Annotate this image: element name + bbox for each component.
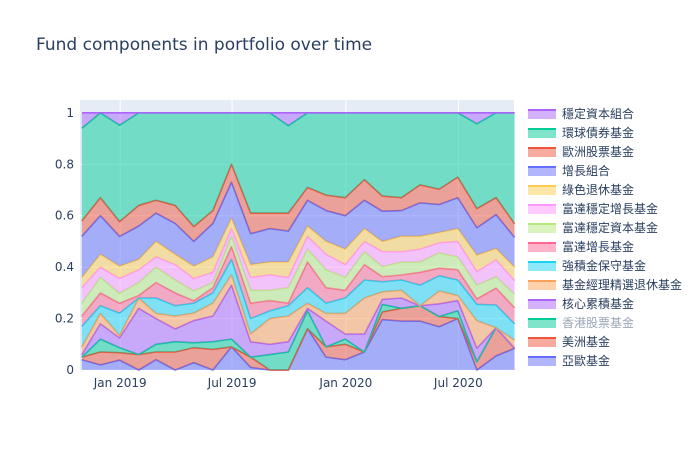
legend-item[interactable]: 核心累積基金 (528, 296, 634, 311)
legend-swatch (528, 186, 556, 195)
legend-item[interactable]: 環球債券基金 (528, 125, 634, 140)
legend-label: 穩定資本組合 (562, 106, 634, 121)
legend-item[interactable]: 富達穩定增長基金 (528, 201, 658, 216)
legend-swatch (528, 243, 556, 252)
area-series-9 (81, 218, 515, 288)
y-tick-label: 0.2 (55, 312, 74, 326)
legend-swatch (528, 224, 556, 233)
legend-item[interactable]: 富達穩定資本基金 (528, 220, 658, 235)
legend-item[interactable]: 富達增長基金 (528, 239, 634, 254)
x-tick-label: Jan 2019 (93, 376, 147, 390)
legend-label: 富達穩定資本基金 (562, 220, 658, 235)
y-tick-label: 1 (66, 106, 74, 120)
legend-label: 香港股票基金 (562, 315, 634, 330)
area-series-2 (81, 304, 515, 370)
legend-item[interactable]: 亞歐基金 (528, 353, 610, 368)
legend-label: 核心累積基金 (562, 296, 634, 311)
legend-swatch (528, 319, 556, 328)
legend-swatch (528, 357, 556, 366)
legend-item[interactable]: 強積金保守基金 (528, 258, 646, 273)
legend-swatch (528, 129, 556, 138)
legend-label: 環球債券基金 (562, 125, 634, 140)
legend-label: 富達增長基金 (562, 239, 634, 254)
x-tick-label: Jan 2020 (318, 376, 372, 390)
legend-label: 增長組合 (562, 163, 610, 178)
legend: 穩定資本組合環球債券基金歐洲股票基金增長組合綠色退休基金富達穩定增長基金富達穩定… (528, 106, 682, 368)
legend-swatch (528, 110, 556, 119)
legend-label: 美洲基金 (562, 334, 610, 349)
area-series-3 (81, 285, 515, 362)
y-tick-label: 0.8 (55, 157, 74, 171)
legend-item[interactable]: 穩定資本組合 (528, 106, 634, 121)
area-series-13 (81, 112, 515, 129)
y-tick-label: 0.6 (55, 209, 74, 223)
y-tick-label: 0.4 (55, 260, 74, 274)
area-series-7 (81, 236, 515, 316)
legend-swatch (528, 262, 556, 271)
area-traces (81, 112, 516, 371)
legend-label: 基金經理精選退休基金 (562, 277, 682, 292)
legend-label: 亞歐基金 (562, 353, 610, 368)
area-series-11 (81, 164, 515, 242)
legend-swatch (528, 148, 556, 157)
area-series-6 (81, 246, 515, 327)
legend-swatch (528, 281, 556, 290)
legend-item[interactable]: 歐洲股票基金 (528, 144, 634, 159)
area-series-8 (81, 228, 515, 304)
chart-title: Fund components in portfolio over time (36, 35, 372, 55)
legend-swatch (528, 300, 556, 309)
area-series-10 (81, 182, 515, 278)
legend-swatch (528, 338, 556, 347)
legend-label: 富達穩定增長基金 (562, 201, 658, 216)
legend-swatch (528, 205, 556, 214)
legend-item[interactable]: 香港股票基金 (528, 315, 634, 330)
area-series-5 (81, 259, 515, 347)
area-series-1 (81, 305, 515, 370)
legend-label: 歐洲股票基金 (562, 144, 634, 159)
y-tick-label: 0 (66, 363, 74, 377)
legend-label: 強積金保守基金 (562, 258, 646, 273)
x-tick-label: Jul 2019 (207, 376, 257, 390)
legend-item[interactable]: 美洲基金 (528, 334, 610, 349)
legend-item[interactable]: 基金經理精選退休基金 (528, 277, 682, 292)
axes: 0 0.2 0.4 0.6 0.8 1 Jan 2019 Jul 2019 Jan 2020 Ju… (55, 106, 483, 390)
legend-item[interactable]: 增長組合 (528, 163, 610, 178)
legend-label: 綠色退休基金 (562, 182, 634, 197)
area-series-0 (81, 318, 515, 370)
x-tick-label: Jul 2020 (433, 376, 483, 390)
area-series-12 (81, 112, 515, 227)
legend-item[interactable]: 綠色退休基金 (528, 182, 634, 197)
legend-swatch (528, 167, 556, 176)
